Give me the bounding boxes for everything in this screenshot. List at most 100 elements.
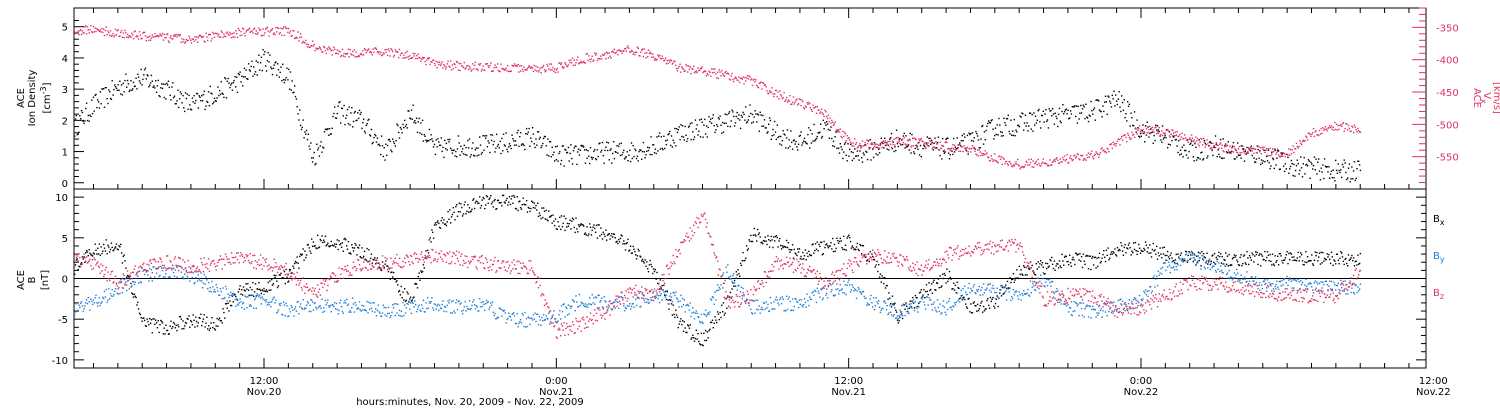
data-point bbox=[558, 225, 560, 228]
data-point bbox=[790, 130, 792, 132]
data-point bbox=[785, 246, 787, 248]
data-point bbox=[296, 256, 298, 258]
data-point bbox=[525, 69, 527, 71]
data-point bbox=[1332, 169, 1334, 171]
data-point bbox=[400, 285, 402, 288]
data-point bbox=[127, 276, 130, 279]
data-point bbox=[1113, 252, 1115, 254]
data-point bbox=[1099, 262, 1102, 264]
data-point bbox=[390, 48, 392, 50]
data-point bbox=[912, 296, 914, 299]
data-point bbox=[152, 36, 154, 38]
data-point bbox=[841, 137, 843, 139]
data-point bbox=[161, 87, 164, 90]
data-point bbox=[950, 278, 952, 280]
data-point bbox=[149, 322, 152, 324]
data-point bbox=[1118, 248, 1120, 251]
data-point bbox=[1046, 163, 1048, 165]
data-point bbox=[389, 140, 391, 142]
data-point bbox=[716, 77, 718, 79]
data-point bbox=[131, 285, 133, 287]
data-point bbox=[1053, 123, 1056, 125]
data-point bbox=[251, 30, 253, 32]
data-point bbox=[127, 83, 130, 85]
data-point bbox=[1335, 123, 1338, 125]
data-point bbox=[1247, 150, 1249, 153]
data-point bbox=[1285, 168, 1287, 170]
data-point bbox=[259, 69, 261, 71]
data-point bbox=[1100, 111, 1102, 113]
data-point bbox=[767, 235, 769, 237]
data-point bbox=[929, 289, 931, 292]
data-point bbox=[699, 67, 702, 69]
data-point bbox=[818, 109, 820, 111]
data-point bbox=[704, 118, 706, 121]
data-point bbox=[75, 303, 78, 305]
data-point bbox=[1037, 261, 1039, 263]
data-point bbox=[733, 77, 736, 80]
data-point bbox=[135, 36, 137, 38]
data-point bbox=[1289, 168, 1291, 170]
data-point bbox=[191, 324, 194, 326]
data-point bbox=[440, 219, 442, 222]
data-point bbox=[241, 75, 243, 77]
data-point bbox=[1138, 125, 1141, 127]
data-point bbox=[849, 240, 852, 243]
data-point bbox=[740, 77, 743, 79]
data-point bbox=[161, 269, 164, 272]
data-point bbox=[1162, 138, 1165, 140]
data-point bbox=[635, 51, 638, 53]
data-point bbox=[112, 94, 114, 96]
data-point bbox=[517, 63, 519, 66]
data-point bbox=[780, 93, 782, 96]
data-point bbox=[317, 234, 319, 237]
data-point bbox=[384, 263, 386, 265]
data-point bbox=[286, 27, 288, 30]
data-point bbox=[1278, 155, 1281, 158]
data-point bbox=[703, 70, 705, 73]
data-point bbox=[448, 65, 450, 67]
data-point bbox=[560, 62, 563, 64]
data-point bbox=[484, 135, 486, 137]
data-point bbox=[223, 96, 225, 99]
data-point bbox=[1073, 155, 1075, 157]
data-point bbox=[1255, 253, 1258, 256]
data-point bbox=[830, 242, 832, 244]
data-point bbox=[732, 282, 734, 284]
data-point bbox=[758, 130, 760, 132]
data-point bbox=[963, 145, 965, 147]
data-point bbox=[1149, 125, 1151, 127]
data-point bbox=[1080, 154, 1082, 157]
data-point bbox=[556, 145, 558, 147]
data-point bbox=[305, 43, 308, 45]
data-point bbox=[324, 49, 327, 52]
data-point bbox=[1150, 127, 1153, 129]
data-point bbox=[689, 324, 691, 326]
data-point bbox=[417, 53, 419, 55]
data-point bbox=[1050, 260, 1052, 262]
data-point bbox=[579, 224, 581, 226]
data-point bbox=[1194, 259, 1196, 261]
data-point bbox=[185, 269, 188, 272]
data-point bbox=[171, 86, 173, 88]
data-point bbox=[297, 262, 299, 264]
data-point bbox=[86, 302, 89, 305]
data-point bbox=[1302, 263, 1304, 266]
data-point bbox=[384, 49, 386, 51]
data-point bbox=[331, 127, 333, 129]
data-point bbox=[1020, 166, 1022, 169]
data-point bbox=[186, 93, 188, 95]
data-point bbox=[719, 71, 721, 73]
data-point bbox=[1177, 151, 1179, 154]
data-point bbox=[535, 65, 537, 68]
data-point bbox=[1198, 259, 1200, 262]
data-point bbox=[620, 234, 622, 236]
data-point bbox=[688, 327, 691, 329]
data-point bbox=[799, 98, 801, 101]
data-point bbox=[1092, 255, 1094, 258]
data-point bbox=[1319, 133, 1322, 135]
data-point bbox=[998, 155, 1000, 158]
data-point bbox=[780, 248, 783, 250]
data-point bbox=[540, 217, 542, 220]
data-point bbox=[850, 151, 853, 153]
